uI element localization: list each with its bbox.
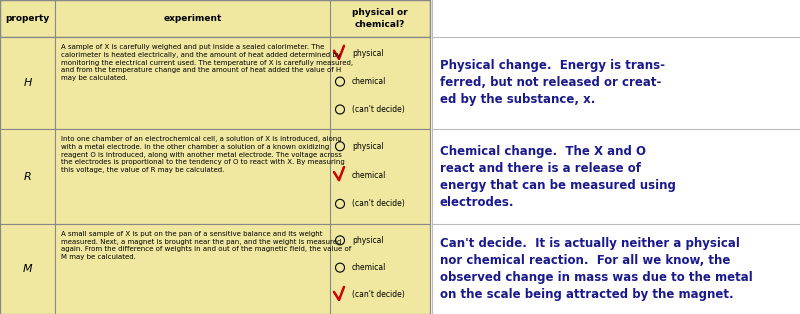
Text: A sample of X is carefully weighed and put inside a sealed calorimeter. The
calo: A sample of X is carefully weighed and p… [61, 44, 353, 81]
Text: M: M [22, 264, 32, 274]
Text: physical: physical [352, 236, 384, 245]
Text: Physical change.  Energy is trans-
ferred, but not released or creat-
ed by the : Physical change. Energy is trans- ferred… [440, 59, 665, 106]
Bar [0, 129, 430, 224]
Text: Chemical change.  The X and O
react and there is a release of
energy that can be: Chemical change. The X and O react and t… [440, 144, 676, 208]
Bar [0, 0, 430, 37]
Text: Into one chamber of an electrochemical cell, a solution of X is introduced, alon: Into one chamber of an electrochemical c… [61, 136, 345, 173]
Text: Can't decide.  It is actually neither a physical
nor chemical reaction.  For all: Can't decide. It is actually neither a p… [440, 237, 753, 301]
Text: H: H [23, 78, 32, 88]
Text: A small sample of X is put on the pan of a sensitive balance and its weight
meas: A small sample of X is put on the pan of… [61, 231, 351, 260]
Bar [0, 224, 430, 314]
Text: (can't decide): (can't decide) [352, 290, 405, 300]
Text: experiment: experiment [163, 14, 222, 23]
Bar [0, 37, 430, 129]
Text: physical or
chemical?: physical or chemical? [352, 8, 408, 29]
Text: chemical: chemical [352, 77, 386, 86]
Text: chemical: chemical [352, 171, 386, 180]
Text: chemical: chemical [352, 263, 386, 272]
Text: physical: physical [352, 49, 384, 58]
Text: physical: physical [352, 142, 384, 151]
Text: property: property [6, 14, 50, 23]
Text: (can't decide): (can't decide) [352, 199, 405, 208]
Text: R: R [24, 171, 31, 181]
Text: (can't decide): (can't decide) [352, 105, 405, 114]
